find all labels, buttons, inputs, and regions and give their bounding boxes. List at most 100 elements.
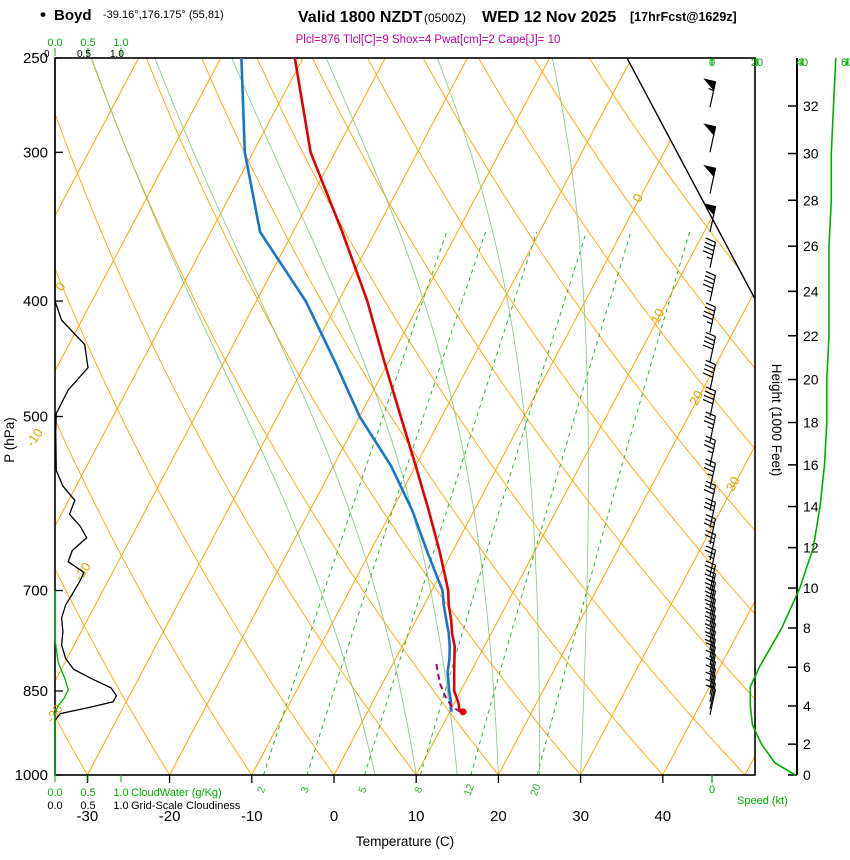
height-tick-label: 32 xyxy=(803,98,819,114)
barb-full xyxy=(705,610,716,617)
dry-adiabat-line xyxy=(256,58,746,775)
barb-full xyxy=(705,569,716,575)
barb-half xyxy=(708,87,714,92)
barb-full xyxy=(703,522,714,528)
cloudiness-scale-title: Grid-Scale Cloudiness xyxy=(131,800,241,812)
barb-staff xyxy=(709,654,717,680)
barb-full xyxy=(705,359,716,366)
isotherm-line xyxy=(251,58,633,775)
barb-staff xyxy=(709,242,717,268)
dry-adiabat-line xyxy=(367,58,755,775)
speed-tick-label: 40 xyxy=(796,57,808,69)
height-tick-label: 2 xyxy=(803,736,811,752)
barb-half xyxy=(706,256,713,260)
height-tick-label: 18 xyxy=(803,415,819,431)
cloudiness-top-scale-label: 0.5 xyxy=(77,49,91,60)
barb-full xyxy=(705,684,716,690)
isotherm-label: 10 xyxy=(647,306,667,326)
isotherm-line xyxy=(662,58,755,775)
isotherm-line xyxy=(333,58,715,775)
isotherm-line xyxy=(55,58,140,775)
isotherm-line xyxy=(55,58,304,775)
barb-full xyxy=(705,586,716,592)
barb-full xyxy=(703,419,714,426)
mixing-ratio-line xyxy=(470,231,632,775)
cloudiness-bottom-scale-label: 0.0 xyxy=(47,800,62,812)
barb-full xyxy=(705,664,716,670)
barb-full xyxy=(703,394,714,401)
wind-barb xyxy=(702,302,717,333)
barb-full xyxy=(705,302,716,308)
wind-barb xyxy=(703,458,717,489)
wind-barb xyxy=(704,529,717,561)
isotherm-label: 30 xyxy=(723,474,743,494)
height-tick-label: 14 xyxy=(803,499,819,515)
isotherm-line xyxy=(580,58,755,775)
height-tick-label: 10 xyxy=(803,580,819,596)
barb-staff xyxy=(709,607,717,634)
cloudwater-profile-line xyxy=(54,590,69,775)
barb-staff xyxy=(709,646,717,673)
temperature-tick-label: -20 xyxy=(159,808,181,825)
barb-full xyxy=(705,513,716,520)
height-axis-title: Height (1000 Feet) xyxy=(769,364,784,477)
speed-axis-zero-label: 0 xyxy=(709,784,715,796)
barb-full xyxy=(705,626,716,633)
cloudiness-bottom-scale-label: 0.5 xyxy=(80,800,95,812)
barb-full xyxy=(705,657,716,663)
dry-adiabat-line xyxy=(55,58,335,775)
mixing-ratio-label: 3 xyxy=(299,785,312,795)
barb-full xyxy=(705,331,716,338)
station-coords: -39.16°,176.175° (55,81) xyxy=(103,9,224,21)
speed-tick-label: 20 xyxy=(751,57,763,69)
cloudiness-top-scale-label: 0 xyxy=(44,49,50,60)
barb-half xyxy=(707,426,713,430)
moist-adiabat-line xyxy=(551,58,589,775)
station-bullet-icon: • xyxy=(40,5,46,24)
barb-full xyxy=(705,497,716,503)
barb-full xyxy=(702,314,713,321)
barb-half xyxy=(706,321,713,325)
barb-staff xyxy=(709,336,717,363)
height-tick-label: 12 xyxy=(803,540,819,556)
barb-full xyxy=(704,615,715,621)
wind-barb xyxy=(702,359,717,391)
dry-adiabat-line xyxy=(55,58,170,775)
mixing-ratio-line xyxy=(263,231,448,775)
temperature-profile-line xyxy=(293,58,461,712)
sounding-profiles xyxy=(240,58,461,713)
barb-full xyxy=(702,283,713,289)
barb-full xyxy=(702,250,713,256)
barb-full xyxy=(704,336,715,342)
barb-full xyxy=(705,529,716,536)
temperature-tick-label: 30 xyxy=(572,808,589,825)
wind-barb xyxy=(702,331,717,363)
height-tick-label: 22 xyxy=(803,328,819,344)
barb-staff xyxy=(709,582,717,609)
height-tick-label: 20 xyxy=(803,371,819,387)
height-tick-label: 8 xyxy=(803,620,811,636)
barb-full xyxy=(705,678,716,685)
dry-adiabat-line xyxy=(55,58,253,775)
moist-adiabat-line xyxy=(325,58,499,775)
barb-full xyxy=(704,623,715,629)
speed-tick-label: 60 xyxy=(841,57,850,69)
mixing-ratio-label: 2 xyxy=(255,785,268,795)
dewpoint-profile-line xyxy=(240,58,453,712)
barb-full xyxy=(704,581,715,588)
dry-adiabat-line xyxy=(90,58,499,775)
cloudwater-top-scale-label: 0.0 xyxy=(47,37,62,49)
barb-staff xyxy=(709,485,717,511)
moist-adiabat-line xyxy=(91,58,376,775)
temperature-tick-label: 10 xyxy=(408,808,425,825)
dry-adiabat-line xyxy=(422,58,755,775)
barb-full xyxy=(704,306,715,312)
barb-full xyxy=(703,467,714,473)
wind-barb xyxy=(705,684,717,715)
wind-barb xyxy=(703,78,717,108)
barb-half xyxy=(709,677,715,682)
barb-full xyxy=(703,444,714,450)
barb-staff xyxy=(709,306,717,333)
